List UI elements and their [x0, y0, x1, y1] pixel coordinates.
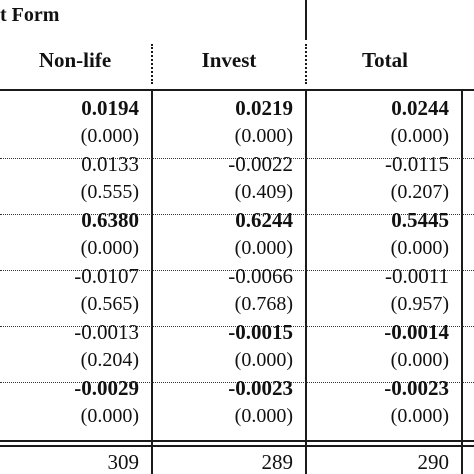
- p-value-cell-total: (0.957): [390, 293, 449, 315]
- row-separator-4: [0, 326, 474, 327]
- p-value-cell-non-life: (0.555): [80, 181, 139, 203]
- column-header-total: Total: [362, 48, 408, 72]
- observations-cell-non-life: 309: [107, 450, 140, 474]
- coefficient-cell-non-life: -0.0029: [74, 376, 139, 400]
- coefficient-cell-non-life: -0.0107: [74, 264, 139, 288]
- coefficient-cell-non-life: 0.0194: [81, 96, 139, 120]
- coefficient-cell-invest: -0.0023: [228, 376, 293, 400]
- p-value-cell-non-life: (0.204): [80, 349, 139, 371]
- header-dotted-divider-2: [305, 44, 307, 84]
- observations-cell-invest: 289: [261, 450, 294, 474]
- p-value-cell-invest: (0.768): [234, 293, 293, 315]
- coefficient-cell-invest: -0.0066: [228, 264, 293, 288]
- coefficient-cell-invest: -0.0022: [228, 152, 293, 176]
- p-value-cell-non-life: (0.000): [80, 405, 139, 427]
- p-value-cell-invest: (0.000): [234, 349, 293, 371]
- p-value-cell-total: (0.000): [390, 125, 449, 147]
- coefficient-cell-invest: 0.0219: [235, 96, 293, 120]
- coefficient-cell-non-life: -0.0013: [74, 320, 139, 344]
- p-value-cell-total: (0.207): [390, 181, 449, 203]
- bottom-rule-top: [0, 440, 474, 442]
- p-value-cell-non-life: (0.565): [80, 293, 139, 315]
- header-rule: [0, 89, 474, 91]
- coefficient-cell-non-life: 0.0133: [81, 152, 139, 176]
- column-header-non-life: Non-life: [38, 48, 112, 72]
- column-group-title: t Form: [0, 4, 60, 26]
- coefficient-cell-total: -0.0014: [384, 320, 449, 344]
- coefficient-cell-total: -0.0115: [385, 152, 449, 176]
- coefficient-cell-total: 0.5445: [391, 208, 449, 232]
- p-value-cell-total: (0.000): [390, 349, 449, 371]
- coefficient-cell-invest: -0.0015: [228, 320, 293, 344]
- p-value-cell-invest: (0.000): [234, 237, 293, 259]
- p-value-cell-non-life: (0.000): [80, 125, 139, 147]
- observations-cell-total: 290: [417, 450, 450, 474]
- coefficient-cell-total: -0.0023: [384, 376, 449, 400]
- coefficient-cell-non-life: 0.6380: [81, 208, 139, 232]
- header-dotted-divider-1: [151, 44, 153, 84]
- row-separator-5: [0, 382, 474, 383]
- row-separator-2: [0, 214, 474, 215]
- p-value-cell-invest: (0.000): [234, 405, 293, 427]
- column-divider-2: [305, 90, 307, 474]
- column-divider-1: [151, 90, 153, 474]
- p-value-cell-non-life: (0.000): [80, 237, 139, 259]
- p-value-cell-total: (0.000): [390, 237, 449, 259]
- coefficient-cell-invest: 0.6244: [235, 208, 293, 232]
- p-value-cell-total: (0.000): [390, 405, 449, 427]
- column-divider-3: [461, 90, 463, 474]
- p-value-cell-invest: (0.409): [234, 181, 293, 203]
- column-header-invest: Invest: [201, 48, 257, 72]
- p-value-cell-invest: (0.000): [234, 125, 293, 147]
- coefficient-cell-total: -0.0011: [385, 264, 449, 288]
- row-separator-1: [0, 158, 474, 159]
- row-separator-3: [0, 270, 474, 271]
- bottom-rule-bottom: [0, 445, 474, 447]
- header-divider: [305, 0, 307, 40]
- coefficient-cell-total: 0.0244: [391, 96, 449, 120]
